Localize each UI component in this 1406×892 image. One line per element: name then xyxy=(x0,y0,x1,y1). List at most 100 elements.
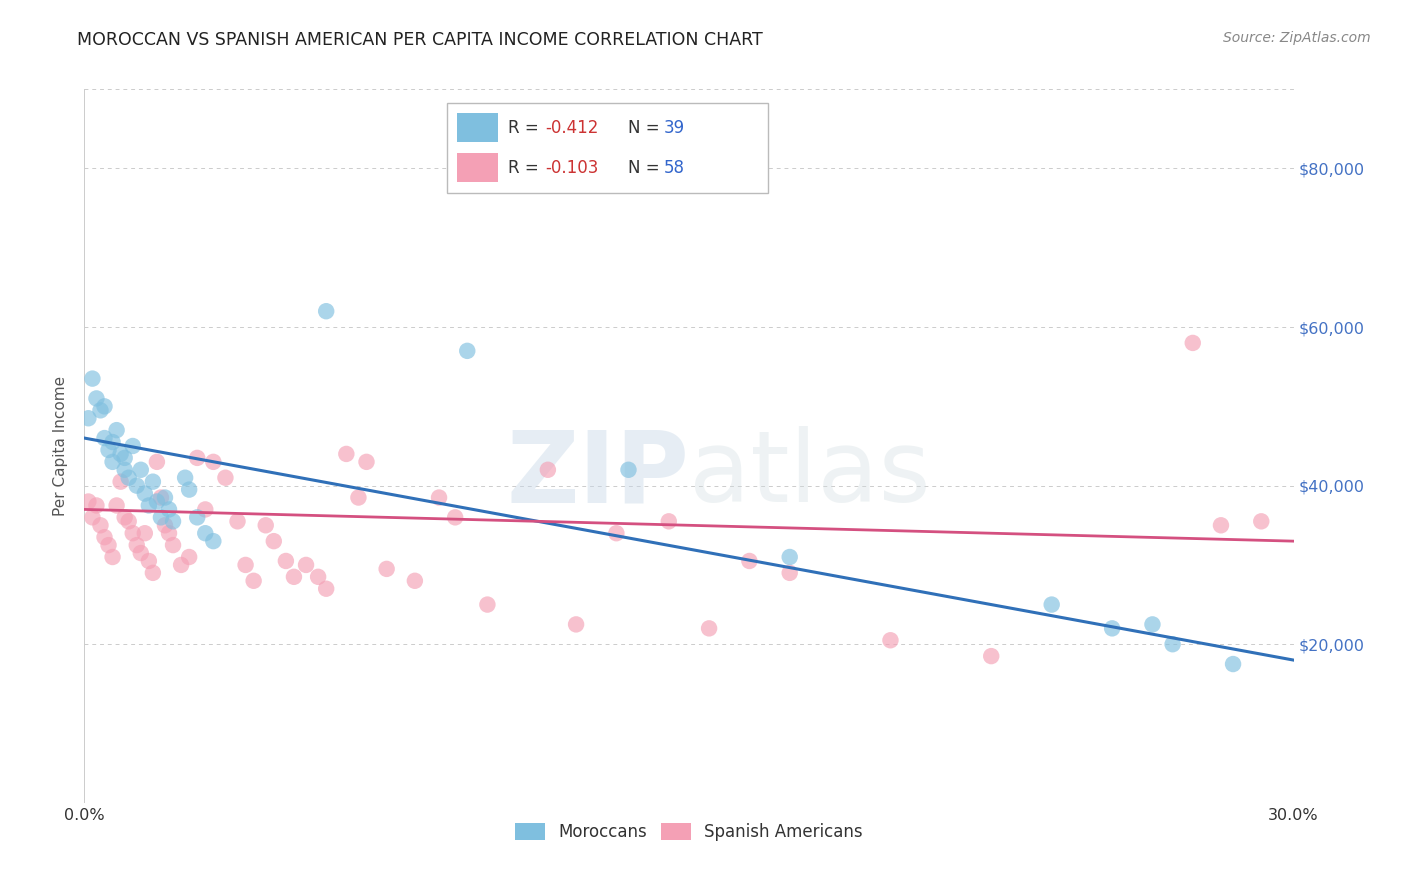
Point xyxy=(617,463,640,477)
Point xyxy=(89,403,111,417)
Point xyxy=(170,558,193,572)
Point xyxy=(114,450,136,465)
Point xyxy=(129,463,152,477)
Point xyxy=(565,617,588,632)
Point xyxy=(347,491,370,505)
Point xyxy=(157,502,180,516)
Point xyxy=(283,570,305,584)
Point xyxy=(226,514,249,528)
Point xyxy=(315,582,337,596)
Point xyxy=(89,518,111,533)
Point xyxy=(114,510,136,524)
Point xyxy=(404,574,426,588)
Point xyxy=(1142,617,1164,632)
Point xyxy=(214,471,236,485)
Point xyxy=(97,442,120,457)
Point xyxy=(179,549,201,564)
Point xyxy=(142,566,165,580)
Point xyxy=(779,549,801,564)
Point xyxy=(242,574,264,588)
Point xyxy=(138,554,160,568)
Point xyxy=(375,562,398,576)
Point xyxy=(86,499,108,513)
Point xyxy=(779,566,801,580)
Point xyxy=(118,514,141,528)
Point xyxy=(149,491,172,505)
Point xyxy=(77,411,100,425)
Point xyxy=(263,534,285,549)
Legend: Moroccans, Spanish Americans: Moroccans, Spanish Americans xyxy=(509,816,869,848)
Point xyxy=(295,558,318,572)
Point xyxy=(254,518,277,533)
Point xyxy=(146,455,169,469)
Point xyxy=(194,502,217,516)
Point xyxy=(1040,598,1063,612)
Text: MOROCCAN VS SPANISH AMERICAN PER CAPITA INCOME CORRELATION CHART: MOROCCAN VS SPANISH AMERICAN PER CAPITA … xyxy=(77,31,763,49)
Point xyxy=(101,549,124,564)
Point xyxy=(110,475,132,489)
Point xyxy=(134,486,156,500)
Point xyxy=(82,510,104,524)
Point xyxy=(444,510,467,524)
Point xyxy=(105,423,128,437)
Point xyxy=(179,483,201,497)
Point xyxy=(82,371,104,385)
Point xyxy=(93,431,115,445)
Point xyxy=(153,518,176,533)
Point xyxy=(335,447,357,461)
Text: Source: ZipAtlas.com: Source: ZipAtlas.com xyxy=(1223,31,1371,45)
Point xyxy=(186,510,208,524)
Point xyxy=(697,621,720,635)
Y-axis label: Per Capita Income: Per Capita Income xyxy=(53,376,69,516)
Point xyxy=(174,471,197,485)
Point xyxy=(456,343,478,358)
Point xyxy=(86,392,108,406)
Point xyxy=(153,491,176,505)
Point xyxy=(101,455,124,469)
Point xyxy=(162,538,184,552)
Point xyxy=(1181,335,1204,350)
Point xyxy=(605,526,627,541)
Point xyxy=(77,494,100,508)
Point xyxy=(97,538,120,552)
Point xyxy=(980,649,1002,664)
Point xyxy=(105,499,128,513)
Point xyxy=(307,570,329,584)
Point xyxy=(162,514,184,528)
Point xyxy=(1101,621,1123,635)
Point xyxy=(121,526,143,541)
Point xyxy=(125,478,148,492)
Point xyxy=(149,510,172,524)
Point xyxy=(121,439,143,453)
Point xyxy=(101,435,124,450)
Point xyxy=(129,546,152,560)
Point xyxy=(315,304,337,318)
Point xyxy=(1161,637,1184,651)
Point xyxy=(157,526,180,541)
Point xyxy=(138,499,160,513)
Point xyxy=(114,463,136,477)
Point xyxy=(427,491,450,505)
Point xyxy=(537,463,560,477)
Point xyxy=(202,534,225,549)
Point xyxy=(202,455,225,469)
Point xyxy=(194,526,217,541)
Point xyxy=(477,598,499,612)
Point xyxy=(93,530,115,544)
Point xyxy=(146,494,169,508)
Point xyxy=(125,538,148,552)
Point xyxy=(186,450,208,465)
Point xyxy=(142,475,165,489)
Point xyxy=(879,633,901,648)
Point xyxy=(1250,514,1272,528)
Text: ZIP: ZIP xyxy=(506,426,689,523)
Point xyxy=(134,526,156,541)
Point xyxy=(110,447,132,461)
Point xyxy=(658,514,681,528)
Point xyxy=(118,471,141,485)
Text: atlas: atlas xyxy=(689,426,931,523)
Point xyxy=(1209,518,1232,533)
Point xyxy=(235,558,257,572)
Point xyxy=(93,400,115,414)
Point xyxy=(1222,657,1244,671)
